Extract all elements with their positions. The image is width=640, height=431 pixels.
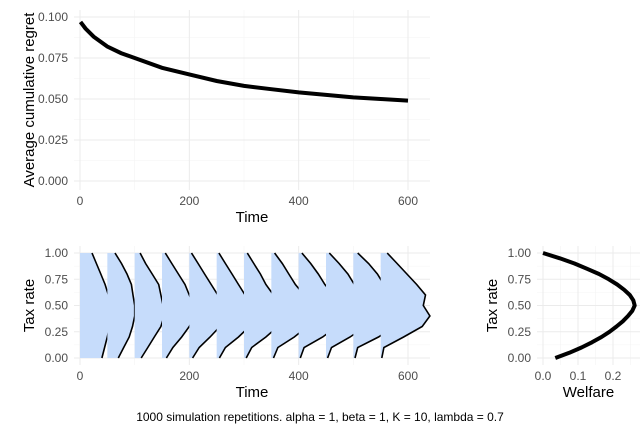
x-tick-label: 0.0 [535,369,552,383]
y-tick-label: 0.00 [508,351,532,365]
density-ridge-fill [271,253,312,358]
x-tick-label: 0 [77,194,84,208]
y-tick-label: 0.50 [508,299,532,313]
density-ridge-fill [189,253,226,358]
x-tick-label: 0.2 [605,369,622,383]
x-axis-label: Time [236,384,269,401]
density-ridge-fill [216,253,255,358]
y-axis-label: Average cumulative regret [21,12,38,188]
y-tick-label: 0.000 [38,174,68,188]
y-tick-label: 0.75 [45,272,69,286]
x-axis-label: Time [236,209,269,226]
x-tick-label: 600 [398,369,418,383]
x-tick-label: 200 [179,369,199,383]
y-axis-label: Tax rate [484,279,501,332]
y-tick-label: 0.050 [38,92,68,106]
y-tick-label: 0.100 [38,10,68,24]
y-tick-label: 0.50 [45,299,69,313]
density-ridge-fill [353,253,399,358]
regret-panel: 0.000 0.025 0.050 0.075 0.100 0 200 400 600 Time A… [21,10,430,226]
density-ridge-fill [162,253,195,358]
density-ridge-fill [298,253,342,358]
x-axis-label: Welfare [563,384,614,401]
tax-rate-ridgeline-panel: 0.00 0.25 0.50 0.75 1.00 0 200 400 600 Time Tax ra… [21,246,431,401]
y-tick-label: 1.00 [508,246,532,260]
y-tick-label: 0.25 [508,325,532,339]
y-axis-label: Tax rate [21,279,38,332]
x-tick-label: 0 [77,369,84,383]
density-ridge-fill [244,253,285,358]
y-tick-label: 0.75 [508,272,532,286]
density-ridge-fill [107,253,135,358]
y-tick-label: 1.00 [45,246,69,260]
x-tick-label: 400 [289,369,309,383]
regret-line [78,20,409,103]
x-tick-label: 200 [179,194,199,208]
x-tick-label: 0.1 [570,369,587,383]
density-ridge-line [381,252,431,359]
y-tick-label: 0.00 [45,351,69,365]
y-tick-label: 0.075 [38,51,68,65]
density-ridge-fill [380,253,430,358]
x-tick-label: 600 [398,194,418,208]
caption: 1000 simulation repetitions. alpha = 1, … [136,410,504,424]
welfare-line [542,251,637,360]
y-tick-label: 0.025 [38,133,68,147]
x-tick-label: 400 [289,194,309,208]
y-tick-label: 0.25 [45,325,69,339]
